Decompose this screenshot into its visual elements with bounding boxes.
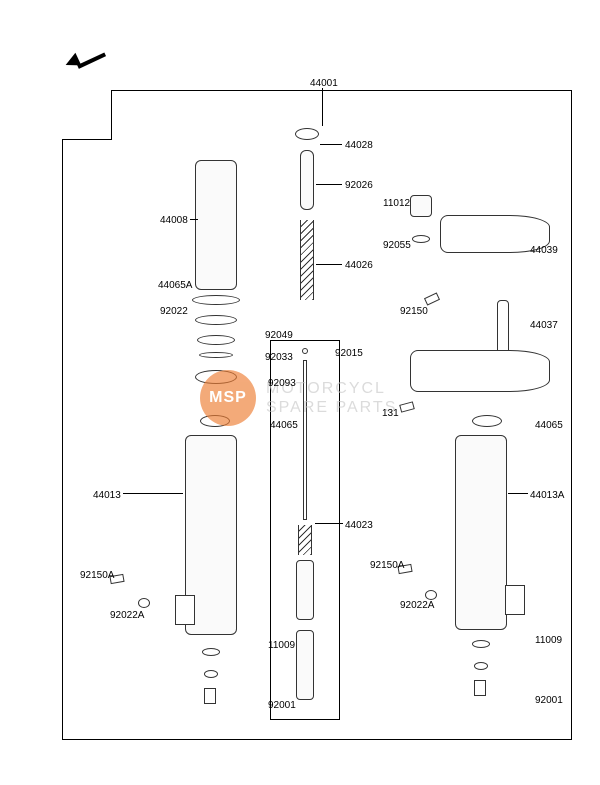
callout-92150A-23: 92150A bbox=[370, 560, 404, 571]
callout-11012-4: 11012 bbox=[383, 198, 410, 209]
part-rebound-spring bbox=[298, 525, 312, 555]
watermark-badge: MSP bbox=[200, 370, 256, 426]
part-gasket-11009-right bbox=[472, 640, 490, 648]
part-lower-bracket-44037 bbox=[410, 350, 550, 392]
part-washer bbox=[195, 315, 237, 325]
callout-92001-28: 92001 bbox=[268, 700, 296, 711]
callout-44013A-21: 44013A bbox=[530, 490, 564, 501]
leader-44023 bbox=[315, 523, 343, 524]
part-cap-44028 bbox=[295, 128, 319, 140]
callout-44065-18: 44065 bbox=[535, 420, 563, 431]
part-cylinder-upper bbox=[296, 560, 314, 620]
part-circlip bbox=[199, 352, 233, 358]
callout-11009-27: 11009 bbox=[535, 635, 562, 646]
part-oring-92055 bbox=[412, 235, 430, 243]
part-spring-44026 bbox=[300, 220, 314, 300]
callout-92150A-22: 92150A bbox=[80, 570, 114, 581]
callout-44065-17: 44065 bbox=[270, 420, 298, 431]
part-washer-92001-left-a bbox=[204, 670, 218, 678]
callout-44013-19: 44013 bbox=[93, 490, 121, 501]
leader-44013A bbox=[508, 493, 528, 494]
leader-44008 bbox=[190, 219, 198, 220]
part-outer-tube-right-44013A bbox=[455, 435, 507, 630]
part-washer-92022A-right bbox=[425, 590, 437, 600]
callout-92033-12: 92033 bbox=[265, 352, 293, 363]
callout-44001-0: 44001 bbox=[310, 78, 338, 89]
watermark-line2: SPARE PARTS bbox=[266, 398, 397, 417]
callout-44026-6: 44026 bbox=[345, 260, 373, 271]
part-caliper-mount-left bbox=[175, 595, 195, 625]
callout-11009-26: 11009 bbox=[268, 640, 295, 651]
part-spacer-92026 bbox=[300, 150, 314, 210]
part-oil-seal bbox=[197, 335, 235, 345]
part-steering-stem bbox=[497, 300, 509, 355]
callout-92022A-25: 92022A bbox=[400, 600, 434, 611]
part-bolt-92001-right bbox=[474, 680, 486, 696]
leader-44013 bbox=[123, 493, 183, 494]
callout-44023-20: 44023 bbox=[345, 520, 373, 531]
watermark-badge-text: MSP bbox=[209, 389, 247, 407]
callout-44037-14: 44037 bbox=[530, 320, 558, 331]
callout-131-16: 131 bbox=[382, 408, 399, 419]
part-cylinder-lower bbox=[296, 630, 314, 700]
leader-44026 bbox=[316, 264, 342, 265]
callout-92093-15: 92093 bbox=[268, 378, 296, 389]
leader-44001 bbox=[322, 88, 323, 126]
callout-92015-13: 92015 bbox=[335, 348, 363, 359]
part-gasket-11009-left bbox=[202, 648, 220, 656]
part-nut-92015 bbox=[302, 348, 308, 354]
part-dust-seal bbox=[192, 295, 240, 305]
part-fork-tube-upper bbox=[195, 160, 237, 290]
callout-92049-11: 92049 bbox=[265, 330, 293, 341]
callout-92026-2: 92026 bbox=[345, 180, 373, 191]
callout-92022-9: 92022 bbox=[160, 306, 188, 317]
callout-44039-7: 44039 bbox=[530, 245, 558, 256]
leader-44028 bbox=[320, 144, 342, 145]
callout-44028-1: 44028 bbox=[345, 140, 373, 151]
callout-44065A-8: 44065A bbox=[158, 280, 192, 291]
part-washer-92022A-left bbox=[138, 598, 150, 608]
part-caliper-mount-right bbox=[505, 585, 525, 615]
watermark: MSP MOTORCYCL SPARE PARTS bbox=[200, 370, 397, 426]
callout-92022A-24: 92022A bbox=[110, 610, 144, 621]
part-bolt-92001-left bbox=[204, 688, 216, 704]
callout-92001-29: 92001 bbox=[535, 695, 563, 706]
callout-44008-3: 44008 bbox=[160, 215, 188, 226]
part-bushing-44065-right bbox=[472, 415, 502, 427]
frame-notch bbox=[62, 90, 112, 140]
leader-92026 bbox=[316, 184, 342, 185]
part-top-cap-11012 bbox=[410, 195, 432, 217]
orientation-arrow-tail bbox=[77, 53, 106, 69]
part-washer-92001-right-a bbox=[474, 662, 488, 670]
callout-92150-10: 92150 bbox=[400, 306, 428, 317]
callout-92055-5: 92055 bbox=[383, 240, 411, 251]
